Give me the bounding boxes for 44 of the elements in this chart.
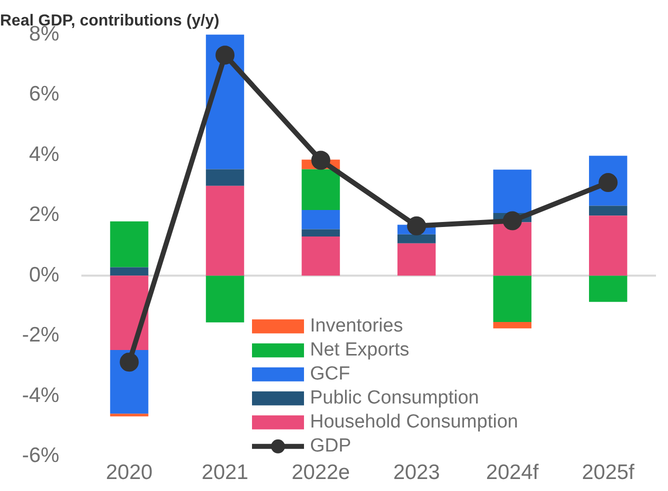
bar: [493, 322, 532, 328]
bar: [589, 206, 628, 216]
x-tick-label: 2025f: [582, 460, 635, 484]
point: [120, 352, 139, 372]
point: [407, 216, 426, 236]
bar: [397, 243, 436, 276]
bar: [493, 222, 532, 276]
legend-label: Household Consumption: [310, 412, 518, 433]
bar: [110, 414, 148, 416]
legend-label: GCF: [310, 364, 350, 385]
x-tick-label: 2020: [106, 460, 153, 484]
bar: [493, 276, 532, 322]
point: [311, 150, 330, 170]
y-tick-label: -6%: [22, 444, 60, 468]
bar: [302, 169, 340, 210]
legend-label: GDP: [310, 436, 352, 457]
bar: [589, 276, 628, 302]
legend-label: Net Exports: [310, 340, 410, 361]
point: [502, 211, 522, 230]
bar: [397, 234, 436, 244]
x-tick-label: 2024f: [486, 460, 539, 484]
y-tick-label: 6%: [28, 82, 60, 106]
x-tick-label: 2021: [202, 460, 248, 484]
y-tick-label: 2%: [28, 203, 60, 226]
bar: [589, 216, 628, 276]
bar: [302, 210, 340, 230]
x-tick-label: 2023: [393, 460, 440, 484]
bar: [110, 221, 148, 268]
bar: [493, 170, 532, 213]
x-tick-label: 2022e: [292, 460, 350, 484]
bar: [206, 169, 244, 186]
bar: [110, 267, 148, 276]
point: [216, 46, 235, 65]
y-tick-label: 0%: [28, 263, 60, 286]
bar: [302, 229, 340, 236]
y-tick-label: -4%: [22, 384, 60, 407]
bar: [206, 186, 244, 276]
legend-label: Public Consumption: [310, 388, 479, 409]
y-tick-label: -2%: [22, 324, 60, 347]
bar: [110, 276, 148, 350]
legend-label: Inventories: [310, 316, 403, 337]
y-tick-label: 4%: [28, 142, 60, 166]
bar: [206, 276, 244, 322]
bar: [302, 236, 340, 276]
